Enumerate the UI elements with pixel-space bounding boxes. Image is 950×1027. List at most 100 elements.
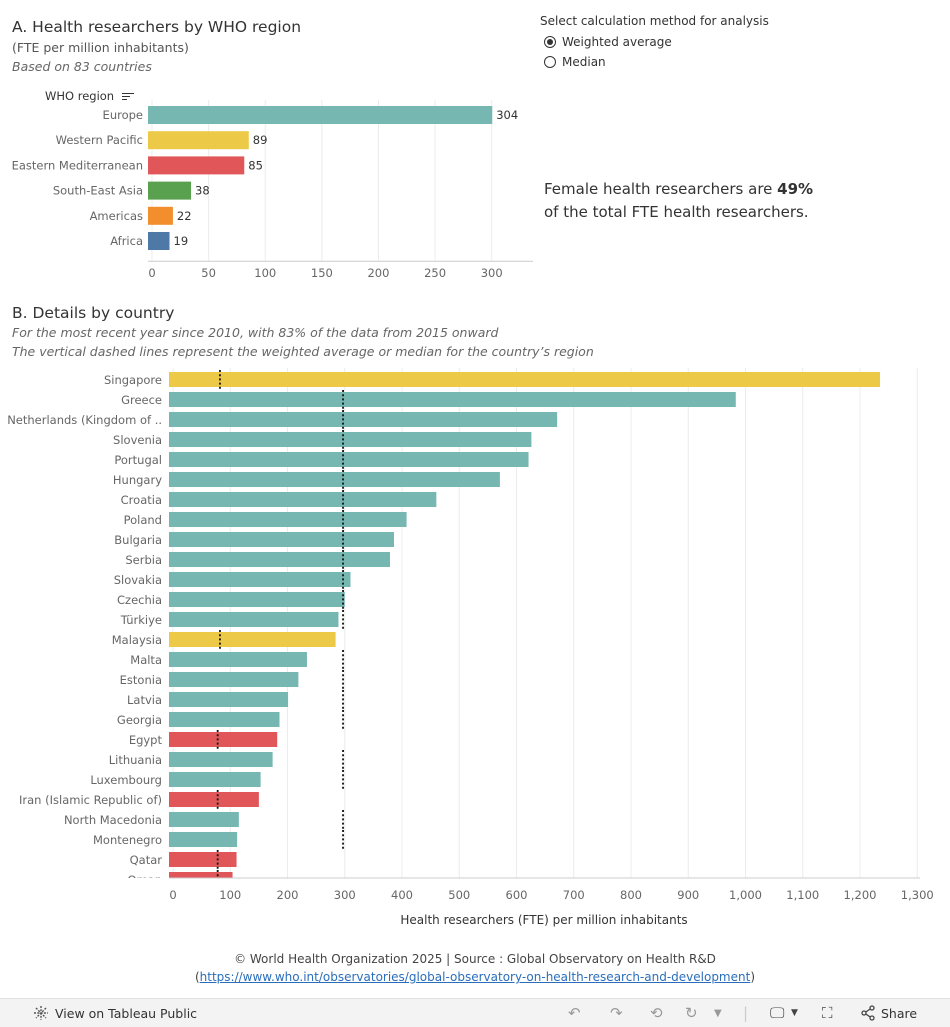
country-label: Czechia	[117, 593, 162, 607]
country-bar	[169, 492, 437, 507]
tableau-toolbar: View on Tableau Public ↶ ↷ ⟲ ↻ ▼ | 🖵 ▼ ⛶…	[0, 998, 950, 1027]
country-label: Singapore	[104, 373, 162, 387]
region-value-label: 89	[253, 133, 268, 147]
region-bar	[148, 206, 173, 225]
x-tick-label: 600	[506, 888, 528, 902]
sort-icon[interactable]	[121, 92, 134, 101]
x-tick-label: 150	[311, 266, 333, 280]
pause-dropdown-icon[interactable]: ▼	[714, 1008, 722, 1019]
revert-icon[interactable]: ⟲	[650, 1004, 663, 1022]
callout-value: 49%	[777, 180, 814, 198]
x-axis-title: Health researchers (FTE) per million inh…	[400, 913, 687, 927]
country-label: Slovakia	[114, 573, 162, 587]
redo-icon[interactable]: ↷	[610, 1004, 623, 1022]
country-bar	[169, 772, 261, 787]
country-bar	[169, 812, 239, 827]
region-bar	[148, 156, 245, 175]
x-tick-label: 1,100	[786, 888, 819, 902]
region-bar	[148, 181, 192, 200]
country-bar	[169, 612, 339, 627]
country-label: Qatar	[130, 853, 163, 867]
section-a-subtitle: (FTE per million inhabitants)	[12, 40, 189, 55]
download-icon[interactable]: 🖵	[770, 1004, 785, 1022]
radio-weighted-average-label: Weighted average	[562, 35, 672, 49]
region-label: Western Pacific	[56, 133, 143, 147]
undo-icon[interactable]: ↶	[568, 1004, 581, 1022]
country-label: Serbia	[125, 553, 162, 567]
country-bar	[169, 372, 881, 387]
section-b-note-1: For the most recent year since 2010, wit…	[12, 325, 499, 340]
view-on-tableau-button[interactable]: View on Tableau Public	[33, 1005, 197, 1021]
radio-weighted-average[interactable]: Weighted average	[544, 35, 672, 49]
country-label: Greece	[121, 393, 162, 407]
country-bar	[169, 532, 394, 547]
country-label: Türkiye	[120, 613, 162, 627]
calc-method-label: Select calculation method for analysis	[540, 14, 769, 28]
country-label: Lithuania	[109, 753, 162, 767]
section-a-note: Based on 83 countries	[12, 59, 152, 74]
country-label: North Macedonia	[64, 813, 162, 827]
radio-unselected-icon[interactable]	[544, 56, 556, 68]
country-label: Poland	[124, 513, 162, 527]
country-label: Egypt	[129, 733, 163, 747]
x-tick-label: 700	[563, 888, 585, 902]
radio-selected-icon[interactable]	[544, 36, 556, 48]
country-bar	[169, 552, 390, 567]
country-label: Estonia	[120, 673, 162, 687]
who-region-header[interactable]: WHO region	[45, 89, 134, 103]
radio-median[interactable]: Median	[544, 55, 606, 69]
region-value-label: 85	[248, 158, 263, 172]
x-tick-label: 200	[277, 888, 299, 902]
region-value-label: 38	[195, 184, 210, 198]
refresh-icon[interactable]: ↻	[685, 1004, 698, 1022]
who-region-header-label: WHO region	[45, 89, 115, 103]
radio-median-label: Median	[562, 55, 606, 69]
x-tick-label: 500	[448, 888, 470, 902]
callout-prefix: Female health researchers are	[544, 180, 778, 198]
region-chart: 0 50 100 150 200 250 300 Europe 304 Western Pacif…	[12, 100, 533, 280]
x-tick-label: 250	[424, 266, 446, 280]
country-label: Portugal	[114, 453, 162, 467]
country-bar	[169, 752, 273, 767]
region-label: Eastern Mediterranean	[12, 158, 143, 172]
country-bar	[169, 592, 345, 607]
country-label: Bulgaria	[114, 533, 162, 547]
country-label: Montenegro	[93, 833, 162, 847]
x-tick-label: 0	[169, 888, 176, 902]
x-tick-label: 400	[391, 888, 413, 902]
footer-paren-open: (	[194, 970, 200, 984]
country-bar	[169, 672, 299, 687]
fullscreen-icon[interactable]: ⛶	[822, 1004, 833, 1022]
region-label: South-East Asia	[53, 184, 143, 198]
country-label: Slovenia	[113, 433, 162, 447]
view-on-tableau-label: View on Tableau Public	[55, 1005, 198, 1021]
footer-paren-close: )	[750, 970, 756, 984]
country-label: Oman	[127, 873, 162, 887]
region-bar	[148, 131, 249, 150]
country-label: Iran (Islamic Republic of)	[19, 793, 162, 807]
country-bar	[169, 732, 278, 747]
callout-suffix: of the total FTE health researchers.	[544, 203, 809, 221]
footer-source: © World Health Organization 2025 | Sourc…	[234, 952, 716, 966]
x-tick-label: 300	[334, 888, 356, 902]
country-bar	[169, 692, 289, 707]
country-bar	[169, 792, 259, 807]
country-bar	[169, 512, 407, 527]
x-tick-label: 100	[219, 888, 241, 902]
country-label: Malta	[130, 653, 162, 667]
share-button[interactable]: Share	[860, 1005, 917, 1021]
download-dropdown-icon[interactable]: ▼	[791, 1008, 798, 1018]
region-value-label: 304	[496, 108, 518, 122]
country-bar	[169, 572, 351, 587]
footer-link-line: (https://www.who.int/observatories/globa…	[0, 970, 950, 984]
country-label: Croatia	[121, 493, 162, 507]
country-bar	[169, 852, 237, 867]
country-bar	[169, 392, 736, 407]
country-label: Georgia	[117, 713, 162, 727]
observatory-link[interactable]: https://www.who.int/observatories/global…	[199, 970, 751, 984]
share-label: Share	[881, 1005, 918, 1021]
x-tick-label: 900	[677, 888, 699, 902]
x-tick-label: 1,000	[729, 888, 762, 902]
country-bar	[169, 412, 558, 427]
country-label: Netherlands (Kingdom of ..	[7, 413, 162, 427]
